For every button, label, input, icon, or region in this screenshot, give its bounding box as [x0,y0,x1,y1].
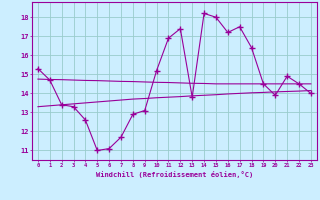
X-axis label: Windchill (Refroidissement éolien,°C): Windchill (Refroidissement éolien,°C) [96,171,253,178]
